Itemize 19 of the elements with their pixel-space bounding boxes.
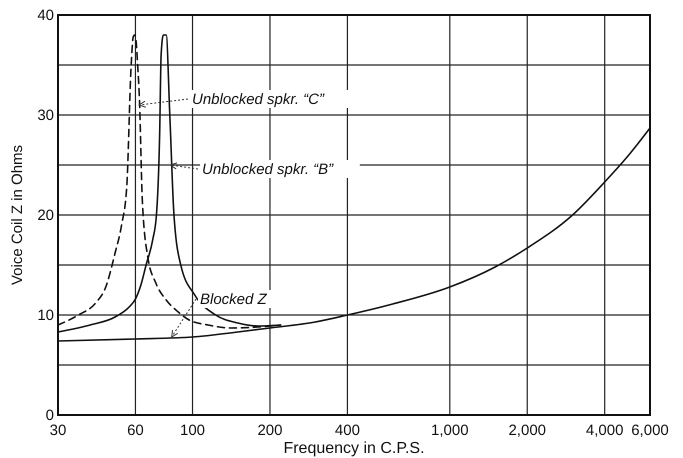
annotation: Unblocked spkr. “B” bbox=[202, 161, 334, 178]
x-tick-label: 1,000 bbox=[431, 422, 469, 439]
y-axis-title: Voice Coil Z in Ohms bbox=[9, 144, 26, 286]
x-tick-label: 2,000 bbox=[508, 422, 546, 439]
x-tick-label: 30 bbox=[50, 422, 66, 439]
y-tick-label: 10 bbox=[37, 307, 54, 324]
x-tick-label: 60 bbox=[127, 422, 144, 439]
y-tick-label: 0 bbox=[46, 407, 54, 424]
annotation: Unblocked spkr. “C” bbox=[192, 91, 325, 108]
annotation: Blocked Z bbox=[200, 291, 268, 308]
x-tick-label: 400 bbox=[334, 422, 360, 439]
y-tick-label: 20 bbox=[37, 207, 54, 224]
y-tick-label: 40 bbox=[37, 7, 54, 24]
y-tick-label: 30 bbox=[37, 107, 54, 124]
x-tick-label: 6,000 bbox=[631, 422, 669, 439]
x-tick-label: 4,000 bbox=[586, 422, 624, 439]
x-tick-label: 200 bbox=[257, 422, 282, 439]
x-axis-title: Frequency in C.P.S. bbox=[283, 440, 425, 457]
x-tick-label: 100 bbox=[180, 422, 206, 439]
